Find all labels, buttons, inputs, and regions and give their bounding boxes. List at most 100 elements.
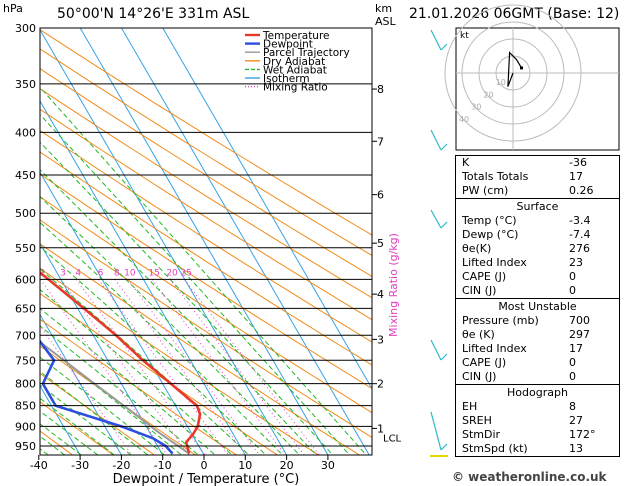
wind-barb xyxy=(440,443,448,451)
index-row: CIN (J) 0 xyxy=(456,284,619,298)
pressure-tick-label: 350 xyxy=(15,78,36,91)
km-tick-label: 3 xyxy=(377,333,384,346)
index-name: EH xyxy=(462,400,478,413)
hodograph-ring-label: 40 xyxy=(459,115,469,124)
index-value: 0 xyxy=(569,356,576,369)
dry-adiabat-line xyxy=(40,88,372,299)
index-name: K xyxy=(462,156,470,169)
index-row: EH 8 xyxy=(456,400,619,414)
pressure-tick-label: 700 xyxy=(15,329,36,342)
index-name: Totals Totals xyxy=(462,170,529,183)
mixing-ratio-value: 20 xyxy=(166,268,178,278)
wet-adiabat-line xyxy=(40,410,99,455)
pressure-tick-label: 600 xyxy=(15,273,36,286)
index-value: 700 xyxy=(569,314,590,327)
index-value: 27 xyxy=(569,414,583,427)
index-section-title: Hodograph xyxy=(507,386,568,399)
isotherm-line xyxy=(0,28,3,465)
index-name: Lifted Index xyxy=(462,342,527,355)
index-name: SREH xyxy=(462,414,492,427)
index-name: CAPE (J) xyxy=(462,270,507,283)
isotherm-line xyxy=(121,28,370,455)
index-name: CIN (J) xyxy=(462,370,497,383)
index-value: 17 xyxy=(569,170,583,183)
height-unit-label: km ASL xyxy=(375,2,396,28)
dry-adiabat-line xyxy=(40,48,372,257)
wet-adiabat-line xyxy=(40,397,116,455)
copyright: © weatheronline.co.uk xyxy=(452,470,607,484)
index-name: θe (K) xyxy=(462,328,495,341)
isotherm-line xyxy=(40,384,81,455)
pressure-tick-label: 550 xyxy=(15,242,36,255)
wet-adiabat-line xyxy=(40,384,133,455)
index-row: CAPE (J) 0 xyxy=(456,356,619,370)
km-tick-label: 4 xyxy=(377,288,384,301)
index-value: 17 xyxy=(569,342,583,355)
height-unit-asl: ASL xyxy=(375,15,396,28)
dewpoint-line xyxy=(40,339,174,455)
wind-barb xyxy=(440,221,448,229)
wet-adiabat-line xyxy=(40,289,233,455)
mixing-ratio-value: 1 xyxy=(6,268,12,278)
mixing-ratio-line xyxy=(40,325,133,455)
index-name: θe(K) xyxy=(462,242,492,255)
index-row: θe(K) 276 xyxy=(456,242,619,256)
dry-adiabat-line xyxy=(40,68,372,277)
index-section-surface: Surface Temp (°C) -3.4 Dewp (°C) -7.4 θe(K) 27… xyxy=(456,198,619,298)
wind-barb xyxy=(430,29,442,51)
wind-barb xyxy=(430,411,442,451)
index-section-title: Most Unstable xyxy=(498,300,577,313)
index-row: Lifted Index 23 xyxy=(456,256,619,270)
hodograph-ring-label: 20 xyxy=(483,90,493,99)
lcl-label: LCL xyxy=(383,433,402,444)
isotherm-line xyxy=(40,28,288,455)
pressure-tick-label: 300 xyxy=(15,22,36,35)
hodograph-frame xyxy=(455,27,620,151)
dry-adiabat-line xyxy=(40,345,197,455)
isotherm-line xyxy=(40,100,246,455)
km-tick-label: 6 xyxy=(377,189,384,202)
wind-barb xyxy=(430,339,442,361)
dry-adiabat-line xyxy=(40,401,115,455)
x-axis-label: Dewpoint / Temperature (°C) xyxy=(113,472,300,486)
index-value: 0.26 xyxy=(569,184,594,197)
km-tick-label: 7 xyxy=(377,135,384,148)
mixing-ratio-line xyxy=(114,279,247,455)
wind-barb xyxy=(440,353,448,361)
index-row: Dewp (°C) -7.4 xyxy=(456,228,619,242)
legend-entry: Parcel Trajectory xyxy=(263,47,350,59)
km-tick-label: 5 xyxy=(377,237,384,250)
pressure-tick-label: 650 xyxy=(15,302,36,315)
mixing-ratio-value: 25 xyxy=(180,268,191,278)
pressure-tick-label: 900 xyxy=(15,420,36,433)
x-tick-label: -40 xyxy=(30,459,48,472)
index-section-title: Surface xyxy=(516,200,559,213)
mixing-ratio-value: 10 xyxy=(124,268,136,278)
index-row: CAPE (J) 0 xyxy=(456,270,619,284)
index-row: StmSpd (kt) 13 xyxy=(456,442,619,456)
mixing-ratio-axis-label: Mixing Ratio (g/kg) xyxy=(387,233,400,337)
index-row: Temp (°C) -3.4 xyxy=(456,214,619,228)
index-row: θe (K) 297 xyxy=(456,328,619,342)
index-row: SREH 27 xyxy=(456,414,619,428)
km-tick-label: 2 xyxy=(377,378,384,391)
wind-barb xyxy=(430,129,442,151)
wind-barb xyxy=(440,43,448,51)
forecast-datetime: 21.01.2026 06GMT (Base: 12) xyxy=(409,6,620,22)
index-value: 8 xyxy=(569,400,576,413)
index-value: 0 xyxy=(569,284,576,297)
wet-adiabat-line xyxy=(40,268,250,455)
x-tick-label: 20 xyxy=(280,459,294,472)
index-name: Lifted Index xyxy=(462,256,527,269)
index-row: K -36 xyxy=(456,156,619,170)
index-name: PW (cm) xyxy=(462,184,509,197)
legend-entry: Isotherm xyxy=(263,73,310,85)
index-name: Temp (°C) xyxy=(462,214,517,227)
index-name: Dewp (°C) xyxy=(462,228,519,241)
hodograph-trace xyxy=(507,51,523,87)
hodograph-unit-label: kt xyxy=(460,31,469,41)
index-value: 23 xyxy=(569,256,583,269)
index-value: 0 xyxy=(569,370,576,383)
station-title: 50°00'N 14°26'E 331m ASL xyxy=(57,6,250,22)
